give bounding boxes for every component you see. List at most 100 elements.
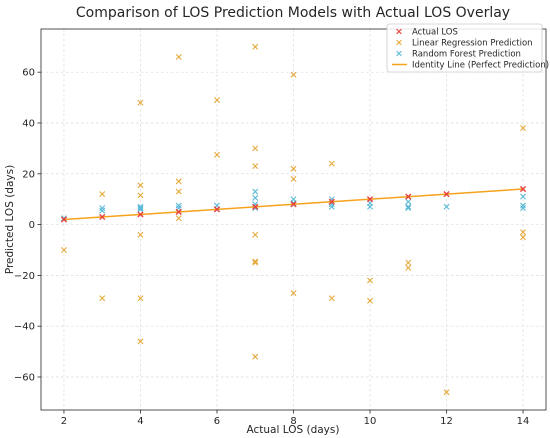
linear-regression-point (290, 175, 297, 182)
random-forest-point-stroke-b (137, 206, 144, 213)
y-tick-label: −20 (14, 271, 35, 282)
linear-regression-point (252, 258, 259, 265)
random-forest-point-stroke-b (443, 203, 450, 210)
actual-los-point (443, 191, 450, 198)
linear-regression-point (99, 295, 106, 302)
legend-marker (396, 50, 402, 57)
linear-regression-point (252, 43, 259, 50)
actual-los-point-stroke-b (60, 216, 68, 223)
random-forest-point-stroke-b (367, 203, 374, 210)
actual-los-point (137, 211, 144, 218)
linear-regression-point-stroke-b (252, 43, 259, 50)
linear-regression-point (290, 290, 297, 297)
linear-regression-point (252, 353, 259, 360)
actual-los-point-stroke-b (99, 213, 106, 221)
linear-regression-point-stroke-b (99, 191, 106, 198)
linear-regression-point-stroke-b (328, 160, 335, 167)
legend-marker (396, 39, 402, 46)
y-axis-label: Predicted LOS (days) (4, 165, 16, 274)
random-forest-point-stroke-b (328, 203, 335, 210)
actual-los-point (99, 213, 106, 221)
linear-regression-point (137, 338, 144, 345)
linear-regression-point-stroke-b (252, 353, 259, 360)
x-tick-label: 4 (137, 416, 143, 427)
linear-regression-point-stroke-b (60, 246, 67, 253)
linear-regression-point (290, 165, 297, 172)
actual-los-point-stroke-b (328, 198, 335, 205)
linear-regression-point-stroke-b (367, 297, 374, 304)
linear-regression-point-stroke-b (252, 163, 259, 170)
linear-regression-point (99, 191, 106, 198)
chart-title: Comparison of LOS Prediction Models with… (76, 5, 510, 21)
linear-regression-point (520, 234, 527, 241)
x-tick-label: 10 (364, 416, 377, 427)
linear-regression-point (137, 99, 144, 106)
random-forest-point (175, 202, 182, 209)
linear-regression-point-stroke-b (367, 277, 374, 284)
linear-regression-point (290, 71, 297, 78)
actual-los-point (366, 196, 374, 203)
x-tick-label: 2 (61, 416, 67, 427)
linear-regression-point-stroke-b (443, 389, 450, 396)
x-tick-label: 12 (440, 416, 453, 427)
linear-regression-point (520, 125, 527, 132)
linear-regression-point-stroke-b (213, 151, 220, 158)
actual-los-point-stroke-b (213, 206, 221, 213)
linear-regression-point (367, 297, 374, 304)
linear-regression-point (252, 145, 259, 152)
random-forest-point-stroke-b (137, 205, 144, 212)
actual-los-point (328, 198, 335, 205)
linear-regression-point-stroke-b (520, 125, 527, 132)
linear-regression-point (520, 229, 527, 236)
actual-los-point (519, 185, 527, 193)
random-forest-point-stroke-b (405, 198, 412, 205)
random-forest-point (405, 205, 412, 212)
actual-los-point-stroke-b (366, 196, 374, 203)
linear-regression-point (175, 188, 182, 195)
linear-regression-point (213, 151, 220, 158)
actual-los-point (290, 201, 297, 208)
random-forest-point (520, 193, 527, 200)
linear-regression-point-stroke-b (290, 290, 297, 297)
linear-regression-point-stroke-b (252, 259, 259, 266)
linear-regression-point (252, 231, 259, 238)
linear-regression-point (252, 163, 259, 170)
linear-regression-point (175, 53, 182, 60)
actual-los-point-stroke-b (519, 185, 527, 193)
linear-regression-point-stroke-b (290, 165, 297, 172)
random-forest-point-stroke-b (175, 202, 182, 209)
linear-regression-point-stroke-b (137, 295, 144, 302)
actual-los-point-stroke-b (290, 201, 297, 208)
legend-marker-stroke-b (396, 50, 402, 57)
linear-regression-point (328, 160, 335, 167)
x-axis-label: Actual LOS (days) (247, 424, 340, 436)
actual-los-point-stroke-b (175, 208, 182, 215)
linear-regression-point (137, 192, 144, 199)
linear-regression-point-stroke-b (213, 97, 220, 104)
linear-regression-point (137, 182, 144, 189)
linear-regression-point-stroke-b (290, 71, 297, 78)
random-forest-point-stroke-b (405, 203, 412, 210)
linear-regression-point-stroke-b (175, 53, 182, 60)
x-tick-label: 8 (290, 416, 296, 427)
linear-regression-point (137, 295, 144, 302)
actual-los-point (175, 208, 182, 215)
linear-regression-point-stroke-b (290, 175, 297, 182)
random-forest-point (252, 194, 259, 201)
linear-regression-point-stroke-b (252, 145, 259, 152)
actual-los-point (405, 193, 412, 200)
random-forest-point-stroke-b (60, 215, 67, 222)
random-forest-point-stroke-b (99, 205, 106, 212)
linear-regression-point-stroke-b (520, 229, 527, 236)
linear-regression-point-stroke-b (175, 188, 182, 195)
random-forest-point (367, 203, 374, 210)
random-forest-point (443, 203, 450, 210)
linear-regression-point (328, 295, 335, 302)
linear-regression-point-stroke-b (175, 178, 182, 185)
legend-marker-stroke-b (396, 28, 402, 35)
linear-regression-point-stroke-b (252, 258, 259, 265)
random-forest-point-stroke-b (99, 207, 106, 214)
linear-regression-point (213, 97, 220, 104)
actual-los-point (252, 203, 259, 210)
